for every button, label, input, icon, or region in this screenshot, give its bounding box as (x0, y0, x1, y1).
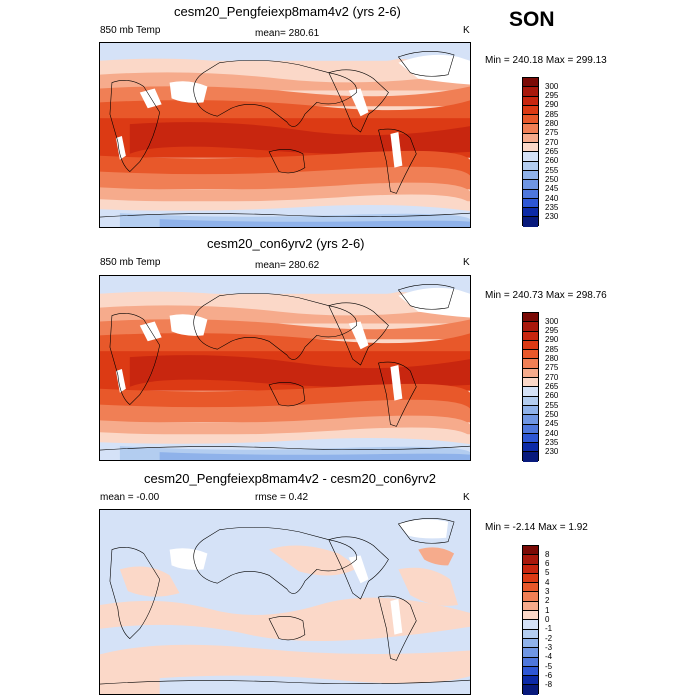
panel3-cb-label: -5 (545, 662, 553, 671)
panel2-variable-label: 850 mb Temp (100, 257, 161, 268)
panel3-cb-label: -8 (545, 680, 553, 689)
panel1-cb-label: 300 (545, 82, 559, 91)
panel3-cb-label: -6 (545, 671, 553, 680)
panel3-title: cesm20_Pengfeiexp8mam4v2 - cesm20_con6yr… (144, 471, 436, 486)
panel3-cb-label: -3 (545, 643, 553, 652)
panel2-cb-label: 280 (545, 354, 559, 363)
season-label: SON (509, 8, 555, 31)
panel3-minmax-label: Min = -2.14 Max = 1.92 (485, 522, 588, 533)
panel1-cb-label: 245 (545, 184, 559, 193)
panel1-cb-label: 235 (545, 203, 559, 212)
panel3-units-label: K (463, 492, 470, 503)
panel1-map (99, 42, 471, 228)
panel3-cb-label: 2 (545, 596, 550, 605)
panel2-minmax-label: Min = 240.73 Max = 298.76 (485, 290, 607, 301)
panel2-cb-label: 285 (545, 345, 559, 354)
panel3-cb-label: 3 (545, 587, 550, 596)
panel3-cb-label: 4 (545, 578, 550, 587)
panel3-cb-label: -2 (545, 634, 553, 643)
panel1-cb-label: 275 (545, 128, 559, 137)
panel1-units-label: K (463, 25, 470, 36)
panel1-variable-label: 850 mb Temp (100, 25, 161, 36)
panel3-cb-label: 8 (545, 550, 550, 559)
panel2-map (99, 275, 471, 461)
panel3-cb-label: 6 (545, 559, 550, 568)
panel2-title: cesm20_con6yrv2 (yrs 2-6) (207, 236, 365, 251)
panel2-cb-label: 295 (545, 326, 559, 335)
panel2-cb-label: 235 (545, 438, 559, 447)
panel1-title: cesm20_Pengfeiexp8mam4v2 (yrs 2-6) (174, 4, 401, 19)
panel3-mean-label: mean = -0.00 (100, 492, 160, 503)
panel2-cb-label: 265 (545, 382, 559, 391)
panel2-cb-label: 275 (545, 363, 559, 372)
panel3-cb-label: 1 (545, 606, 550, 615)
panel1-cb-label: 240 (545, 194, 559, 203)
panel2-mean-label: mean= 280.62 (255, 260, 320, 271)
panel2-cb-label: 270 (545, 373, 559, 382)
panel1-cb-label: 260 (545, 156, 559, 165)
panel3-cb-label: 0 (545, 615, 550, 624)
panel2-cb-label: 250 (545, 410, 559, 419)
panel2-cb-label: 300 (545, 317, 559, 326)
panel1-cb-label: 270 (545, 138, 559, 147)
panel1-minmax-label: Min = 240.18 Max = 299.13 (485, 55, 607, 66)
panel1-cb-label: 295 (545, 91, 559, 100)
panel3-cb-label: -1 (545, 624, 553, 633)
panel1-map-field (100, 43, 470, 227)
panel3-cb-label: 5 (545, 568, 550, 577)
panel2-cb-label: 290 (545, 335, 559, 344)
panel1-cb-label: 255 (545, 166, 559, 175)
panel3-cb-label: -4 (545, 652, 553, 661)
panel2-colorbar (522, 312, 539, 462)
panel1-cb-label: 285 (545, 110, 559, 119)
panel2-map-field (100, 276, 470, 460)
panel1-cb-label: 265 (545, 147, 559, 156)
panel3-rmse-label: rmse = 0.42 (255, 492, 309, 503)
panel2-units-label: K (463, 257, 470, 268)
panel2-cb-label: 240 (545, 429, 559, 438)
panel1-cb-label: 250 (545, 175, 559, 184)
panel2-cb-label: 260 (545, 391, 559, 400)
panel3-map-field (100, 510, 470, 694)
panel2-cb-label: 255 (545, 401, 559, 410)
panel1-colorbar (522, 77, 539, 227)
panel3-map (99, 509, 471, 695)
panel2-cb-label: 245 (545, 419, 559, 428)
panel1-mean-label: mean= 280.61 (255, 28, 320, 39)
panel3-colorbar (522, 545, 539, 695)
panel2-cb-label: 230 (545, 447, 559, 456)
panel1-cb-label: 280 (545, 119, 559, 128)
panel1-cb-label: 290 (545, 100, 559, 109)
panel1-cb-label: 230 (545, 212, 559, 221)
